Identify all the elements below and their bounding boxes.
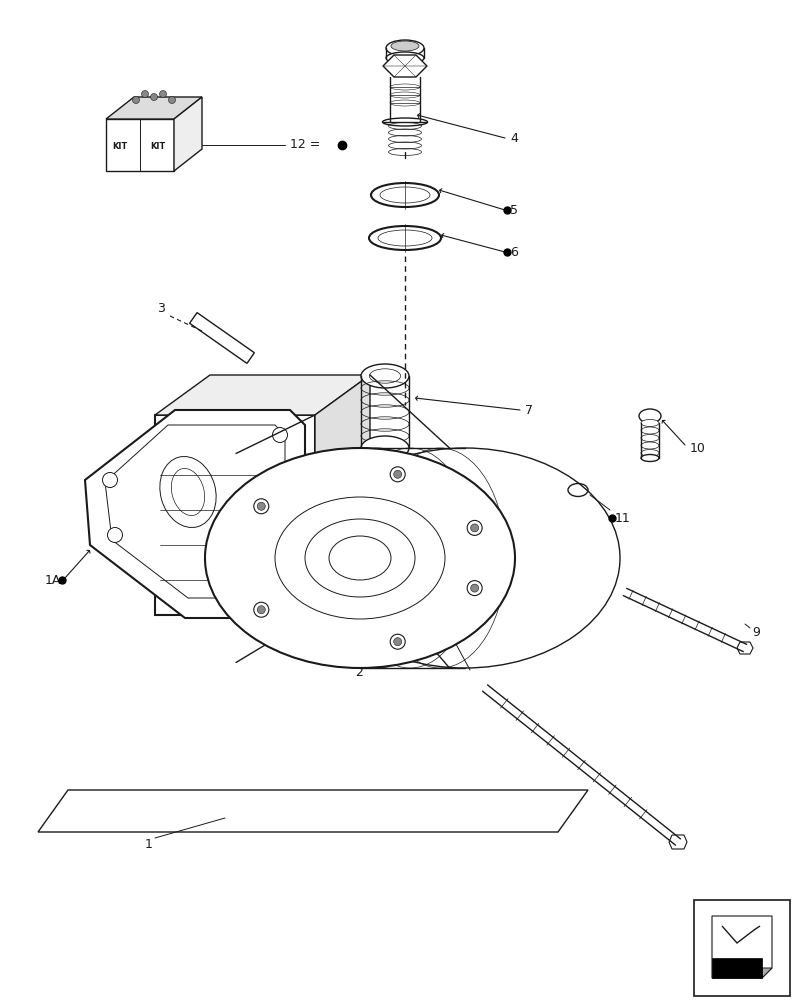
Polygon shape (315, 375, 370, 615)
Ellipse shape (641, 454, 659, 462)
Circle shape (133, 97, 140, 104)
Polygon shape (762, 968, 772, 978)
Text: 12 =: 12 = (290, 138, 321, 151)
Ellipse shape (361, 364, 409, 388)
Ellipse shape (568, 484, 588, 497)
Polygon shape (106, 119, 174, 171)
Ellipse shape (305, 519, 415, 597)
Circle shape (470, 584, 478, 592)
Polygon shape (155, 415, 315, 615)
Ellipse shape (378, 230, 432, 246)
Polygon shape (737, 642, 753, 654)
Circle shape (467, 520, 482, 535)
Ellipse shape (382, 118, 427, 126)
Circle shape (254, 499, 269, 514)
Text: 10: 10 (690, 442, 706, 454)
Polygon shape (174, 97, 202, 171)
Circle shape (393, 638, 402, 646)
Circle shape (470, 524, 478, 532)
Circle shape (257, 606, 265, 614)
Ellipse shape (205, 448, 515, 668)
Ellipse shape (641, 420, 659, 426)
Text: 5: 5 (510, 204, 518, 217)
Circle shape (393, 470, 402, 478)
Circle shape (141, 91, 149, 98)
Circle shape (254, 602, 269, 617)
Polygon shape (105, 425, 285, 598)
Ellipse shape (369, 226, 441, 250)
Ellipse shape (386, 52, 424, 64)
Circle shape (103, 473, 117, 488)
Ellipse shape (641, 449, 659, 456)
Circle shape (257, 502, 265, 510)
Text: 4: 4 (510, 132, 518, 145)
Polygon shape (190, 313, 255, 363)
Ellipse shape (641, 427, 659, 434)
Polygon shape (694, 900, 790, 996)
Polygon shape (106, 97, 202, 119)
Ellipse shape (361, 436, 409, 460)
Polygon shape (712, 916, 772, 978)
Circle shape (107, 527, 123, 542)
Circle shape (390, 467, 405, 482)
Text: 7: 7 (525, 403, 533, 416)
Circle shape (150, 94, 158, 101)
Ellipse shape (329, 536, 391, 580)
Text: 9: 9 (752, 626, 760, 639)
Ellipse shape (275, 497, 445, 619)
Ellipse shape (371, 183, 439, 207)
Circle shape (169, 97, 175, 104)
Ellipse shape (171, 468, 204, 516)
Text: 2: 2 (355, 666, 363, 678)
Polygon shape (38, 790, 588, 832)
Ellipse shape (641, 434, 659, 442)
Ellipse shape (639, 409, 661, 423)
Text: 11: 11 (615, 512, 631, 524)
Text: 1: 1 (145, 838, 153, 852)
Ellipse shape (386, 40, 424, 56)
Circle shape (272, 580, 288, 595)
Circle shape (390, 634, 405, 649)
Circle shape (272, 428, 288, 442)
Ellipse shape (671, 836, 684, 848)
Polygon shape (383, 55, 427, 77)
Ellipse shape (380, 187, 430, 203)
Polygon shape (155, 375, 370, 415)
Text: 8: 8 (430, 619, 438, 633)
Text: 3: 3 (157, 302, 165, 314)
Ellipse shape (160, 457, 217, 527)
Ellipse shape (391, 41, 419, 51)
Ellipse shape (641, 442, 659, 449)
Text: 6: 6 (510, 245, 518, 258)
Polygon shape (85, 410, 305, 618)
Text: 2: 2 (295, 621, 303, 635)
Text: 1A: 1A (45, 574, 61, 586)
Circle shape (467, 581, 482, 596)
Text: KIT: KIT (150, 142, 166, 151)
Text: KIT: KIT (112, 142, 128, 151)
Polygon shape (669, 835, 687, 849)
Polygon shape (712, 958, 762, 978)
Circle shape (159, 91, 166, 98)
